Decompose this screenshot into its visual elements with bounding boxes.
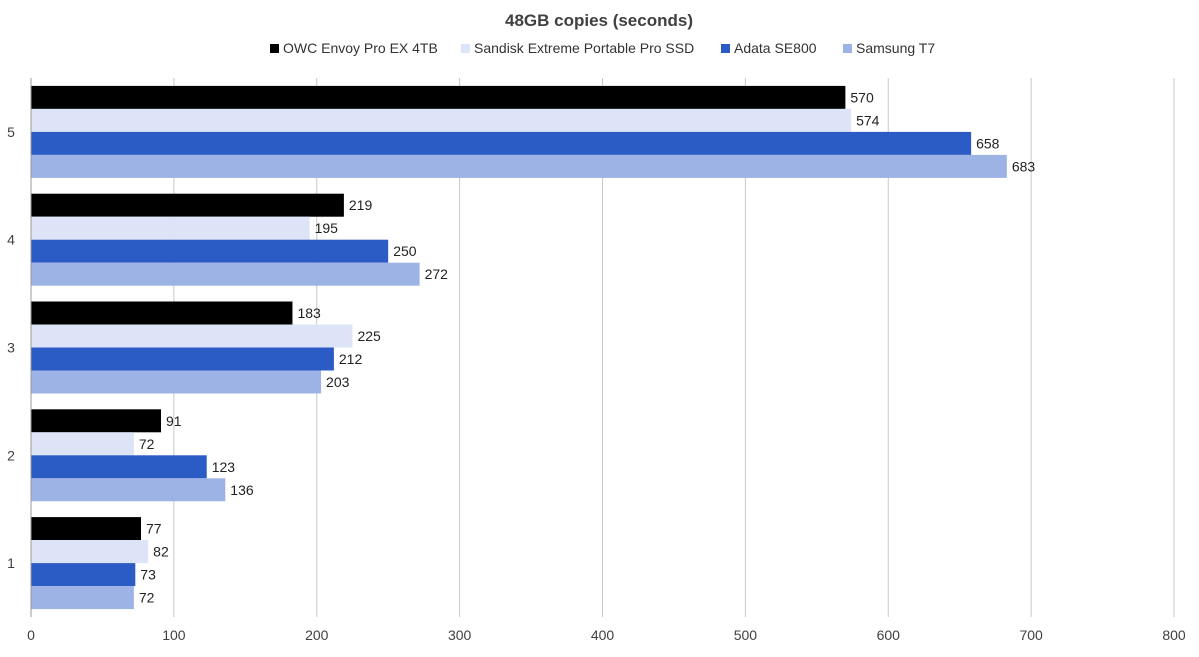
bar xyxy=(31,108,852,132)
data-labels: 77 82 73 72 91 72 123 136 183 225 212 203 219 195 250 2… xyxy=(139,89,1036,605)
bar xyxy=(31,347,334,371)
bar xyxy=(31,409,162,433)
bar xyxy=(31,301,293,325)
y-tick-label: 5 xyxy=(7,124,15,140)
legend-swatch xyxy=(721,44,730,53)
data-label: 250 xyxy=(393,243,417,259)
y-tick-label: 2 xyxy=(7,447,15,463)
data-label: 212 xyxy=(339,351,363,367)
y-tick-label: 3 xyxy=(7,340,15,356)
legend-label: Samsung T7 xyxy=(856,40,935,56)
bar xyxy=(31,370,322,394)
data-label: 136 xyxy=(230,482,254,498)
data-label: 203 xyxy=(326,374,350,390)
data-label: 183 xyxy=(297,305,321,321)
bar xyxy=(31,85,846,109)
x-tick-label: 700 xyxy=(1019,627,1043,643)
legend-label: Sandisk Extreme Portable Pro SSD xyxy=(474,40,694,56)
bar xyxy=(31,432,134,456)
y-axis: 1 2 3 4 5 xyxy=(7,78,32,617)
x-tick-label: 400 xyxy=(591,627,615,643)
data-label: 195 xyxy=(315,220,339,236)
x-tick-label: 500 xyxy=(734,627,758,643)
data-label: 570 xyxy=(850,89,874,105)
legend-swatch xyxy=(461,44,470,53)
data-label: 272 xyxy=(425,266,449,282)
data-label: 77 xyxy=(146,521,162,537)
bar xyxy=(31,517,142,541)
bar xyxy=(31,563,136,587)
bar xyxy=(31,478,226,502)
x-tick-label: 100 xyxy=(162,627,186,643)
x-tick-label: 300 xyxy=(448,627,472,643)
bar xyxy=(31,262,420,286)
data-label: 91 xyxy=(166,413,182,429)
bar xyxy=(31,193,344,217)
y-tick-label: 1 xyxy=(7,555,15,571)
data-label: 225 xyxy=(357,328,381,344)
legend-label: OWC Envoy Pro EX 4TB xyxy=(283,40,438,56)
bar xyxy=(31,131,972,155)
x-tick-label: 600 xyxy=(877,627,901,643)
x-tick-label: 0 xyxy=(27,627,35,643)
data-label: 219 xyxy=(349,197,373,213)
data-label: 82 xyxy=(153,544,169,560)
data-label: 72 xyxy=(139,590,155,606)
data-label: 658 xyxy=(976,135,1000,151)
data-label: 123 xyxy=(212,459,236,475)
legend-swatch xyxy=(270,44,279,53)
bar xyxy=(31,586,134,610)
bar xyxy=(31,239,389,263)
data-label: 73 xyxy=(140,567,156,583)
data-label: 574 xyxy=(856,112,880,128)
bar xyxy=(31,216,310,240)
x-tick-label: 800 xyxy=(1162,627,1186,643)
chart-title: 48GB copies (seconds) xyxy=(505,11,693,30)
x-tick-label: 200 xyxy=(305,627,329,643)
bar xyxy=(31,540,149,564)
bars xyxy=(31,85,1007,610)
bar xyxy=(31,455,207,479)
bar xyxy=(31,324,353,348)
x-axis: 0 100 200 300 400 500 600 700 800 xyxy=(27,627,1186,643)
y-tick-label: 4 xyxy=(7,232,15,248)
legend-swatch xyxy=(843,44,852,53)
legend: OWC Envoy Pro EX 4TB Sandisk Extreme Port… xyxy=(270,40,935,56)
data-label: 72 xyxy=(139,436,155,452)
data-label: 683 xyxy=(1012,158,1036,174)
bar xyxy=(31,154,1007,178)
legend-label: Adata SE800 xyxy=(734,40,817,56)
